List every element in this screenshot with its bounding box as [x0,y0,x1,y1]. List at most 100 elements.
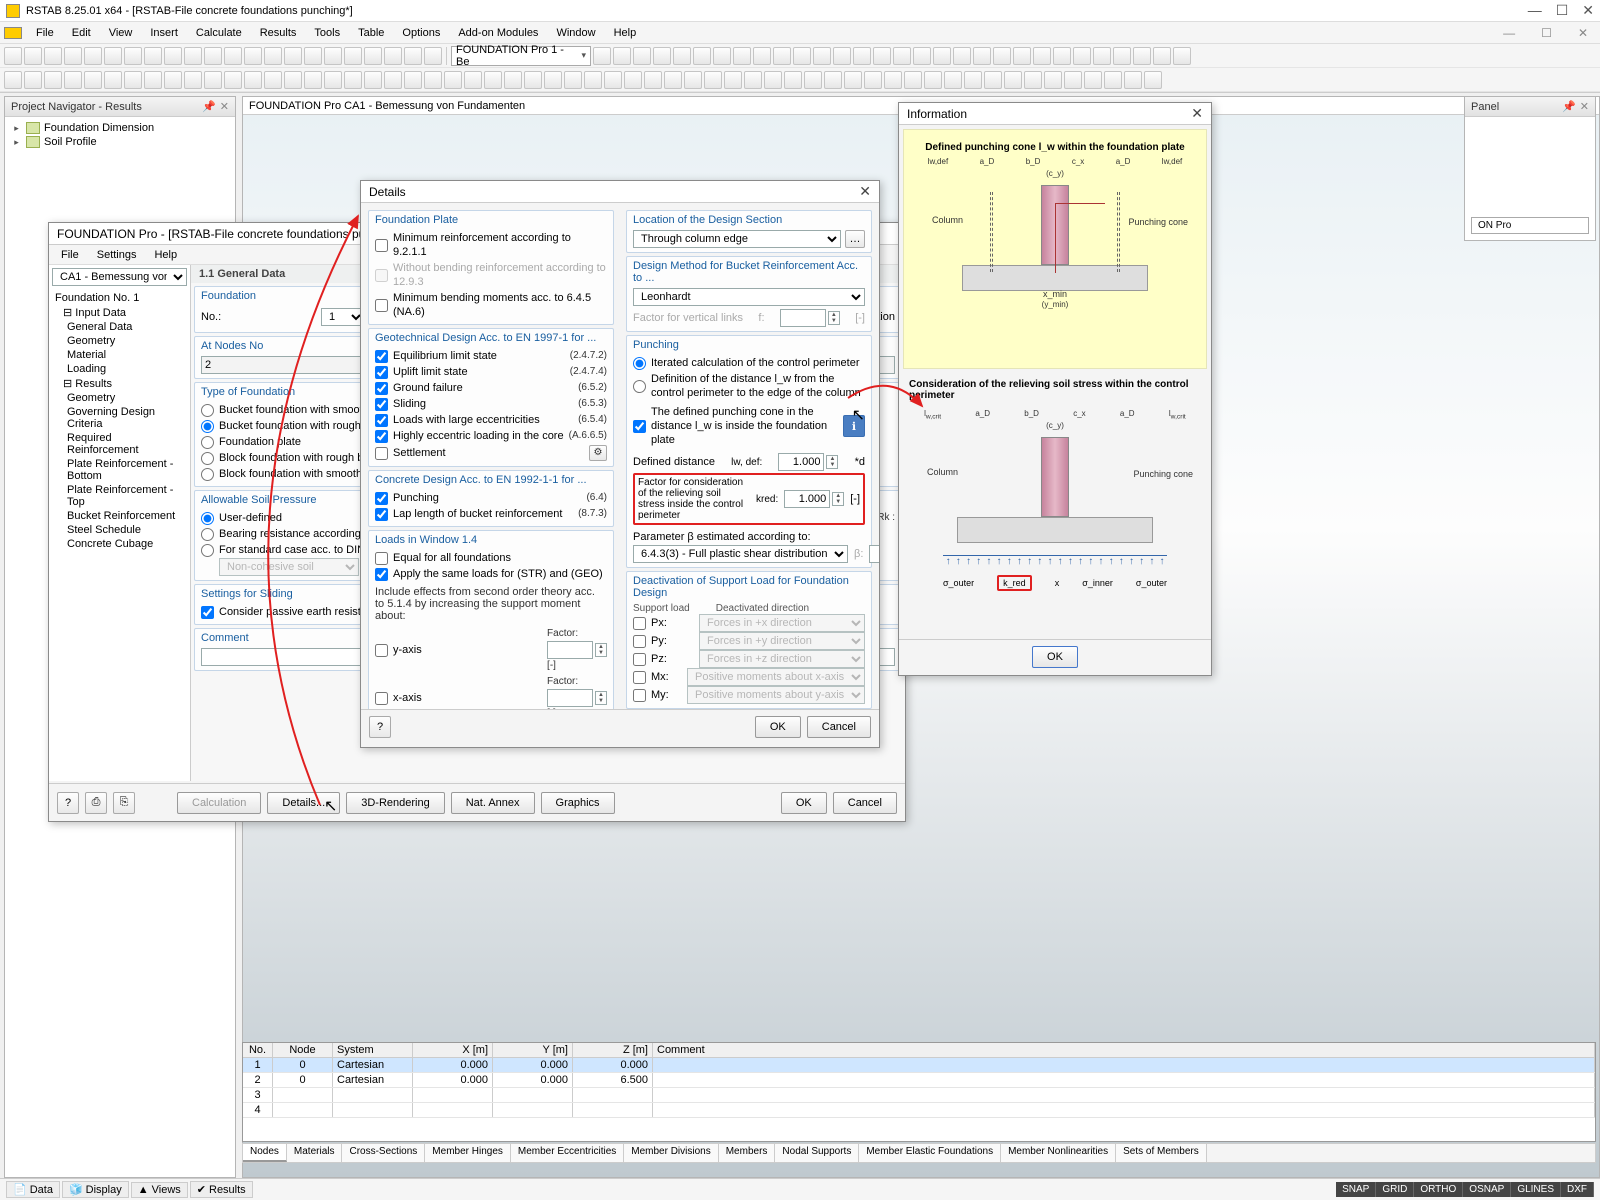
toolbar-button[interactable] [104,47,122,65]
status-results[interactable]: ✔Results [190,1181,253,1198]
toolbar-button[interactable] [504,71,522,89]
fp-case-combo[interactable]: CA1 - Bemessung von Fundame [52,268,187,286]
toolbar-button[interactable] [424,71,442,89]
toolbar-button[interactable] [164,71,182,89]
kred-input[interactable]: ▲▼ [784,490,844,508]
dxf-indicator[interactable]: DXF [1561,1182,1594,1197]
toolbar-button[interactable] [224,71,242,89]
toolbar-button[interactable] [484,71,502,89]
check[interactable]: Ground failure(6.5.2) [375,380,607,396]
fp-tree-item[interactable]: Geometry [53,391,186,405]
toolbar-button[interactable] [993,47,1011,65]
toolbar-button[interactable] [84,71,102,89]
toolbar-button[interactable] [653,47,671,65]
toolbar-button[interactable] [1053,47,1071,65]
toolbar-button[interactable] [1044,71,1062,89]
toolbar-button[interactable] [593,47,611,65]
toolbar-button[interactable] [833,47,851,65]
toolbar-button[interactable] [244,71,262,89]
tab[interactable]: Member Elastic Foundations [859,1144,1001,1162]
fp-menu-file[interactable]: File [53,247,87,263]
toolbar-button[interactable] [384,47,402,65]
toolbar-button[interactable] [1064,71,1082,89]
toolbar-button[interactable] [1013,47,1031,65]
menu-view[interactable]: View [101,25,141,41]
toolbar-button[interactable] [864,71,882,89]
deact-row[interactable]: Pz:Forces in +z direction [633,650,865,668]
fp-cancel-button[interactable]: Cancel [833,792,897,814]
toolbar-button[interactable] [793,47,811,65]
toolbar-button[interactable] [4,47,22,65]
toolbar-button[interactable] [1113,47,1131,65]
panel-close-icon[interactable]: ✕ [1580,100,1589,113]
grid-indicator[interactable]: GRID [1376,1182,1414,1197]
toolbar-button[interactable] [1004,71,1022,89]
toolbar-button[interactable] [404,71,422,89]
tree-item[interactable]: ▸Foundation Dimension [11,121,229,135]
toolbar-button[interactable] [284,47,302,65]
table-row[interactable]: 4 [243,1103,1595,1118]
toolbar-button[interactable] [84,47,102,65]
toolbar-button[interactable] [184,71,202,89]
toolbar-button[interactable] [424,47,442,65]
toolbar-button[interactable] [924,71,942,89]
toolbar-button[interactable] [893,47,911,65]
toolbar-button[interactable] [264,47,282,65]
child-minimize-icon[interactable]: — [1495,24,1523,42]
toolbar-button[interactable] [404,47,422,65]
toolbar-button[interactable] [973,47,991,65]
toolbar-button[interactable] [813,47,831,65]
toolbar-button[interactable] [524,71,542,89]
fp-tree-item[interactable]: Required Reinforcement [53,431,186,457]
bucket-combo[interactable]: Leonhardt [633,288,865,306]
toolbar-button[interactable] [724,71,742,89]
toolbar-button[interactable] [1133,47,1151,65]
tab[interactable]: Cross-Sections [342,1144,425,1162]
tab[interactable]: Member Nonlinearities [1001,1144,1116,1162]
glines-indicator[interactable]: GLINES [1511,1182,1561,1197]
fp-tree-item[interactable]: Material [53,348,186,362]
check[interactable]: Loads with large eccentricities(6.5.4) [375,412,607,428]
tab[interactable]: Member Divisions [624,1144,718,1162]
toolbar-button[interactable] [364,47,382,65]
toolbar-button[interactable] [1024,71,1042,89]
toolbar-button[interactable] [944,71,962,89]
toolbar-button[interactable] [344,47,362,65]
toolbar-button[interactable] [784,71,802,89]
toolbar-button[interactable] [44,47,62,65]
toolbar-button[interactable] [804,71,822,89]
menu-calculate[interactable]: Calculate [188,25,250,41]
toolbar-button[interactable] [464,71,482,89]
foundation-no-select[interactable]: 1 [321,308,365,326]
menu-options[interactable]: Options [394,25,448,41]
child-maximize-icon[interactable]: ☐ [1533,24,1560,42]
fp-tree-root[interactable]: Foundation No. 1 [53,291,186,305]
rendering-button[interactable]: 3D-Rendering [346,792,444,814]
toolbar-button[interactable] [884,71,902,89]
tab[interactable]: Members [719,1144,776,1162]
toolbar-button[interactable] [624,71,642,89]
table-row[interactable]: 10Cartesian0.0000.0000.000 [243,1058,1595,1073]
toolbar-button[interactable] [24,47,42,65]
graphics-button[interactable]: Graphics [541,792,615,814]
toolbar-button[interactable] [564,71,582,89]
tree-item[interactable]: ▸Soil Profile [11,135,229,149]
cone-check[interactable]: The defined punching cone in the distanc… [633,404,837,448]
menu-tools[interactable]: Tools [306,25,348,41]
status-views[interactable]: ▲Views [131,1182,188,1198]
nat-annex-button[interactable]: Nat. Annex [451,792,535,814]
ortho-indicator[interactable]: ORTHO [1414,1182,1463,1197]
toolbar-button[interactable] [964,71,982,89]
toolbar-button[interactable] [953,47,971,65]
export-button[interactable]: ⎙ [85,792,107,814]
table-row[interactable]: 20Cartesian0.0000.0006.500 [243,1073,1595,1088]
fp-tree-item[interactable]: Geometry [53,334,186,348]
toolbar-button[interactable] [704,71,722,89]
file-combo[interactable]: FOUNDATION Pro 1 - Be [451,46,591,66]
toolbar-button[interactable] [1124,71,1142,89]
toolbar-button[interactable] [64,71,82,89]
fp-tree-item[interactable]: Loading [53,362,186,376]
minimize-icon[interactable]: — [1528,2,1542,19]
toolbar-button[interactable] [1173,47,1191,65]
osnap-indicator[interactable]: OSNAP [1463,1182,1511,1197]
